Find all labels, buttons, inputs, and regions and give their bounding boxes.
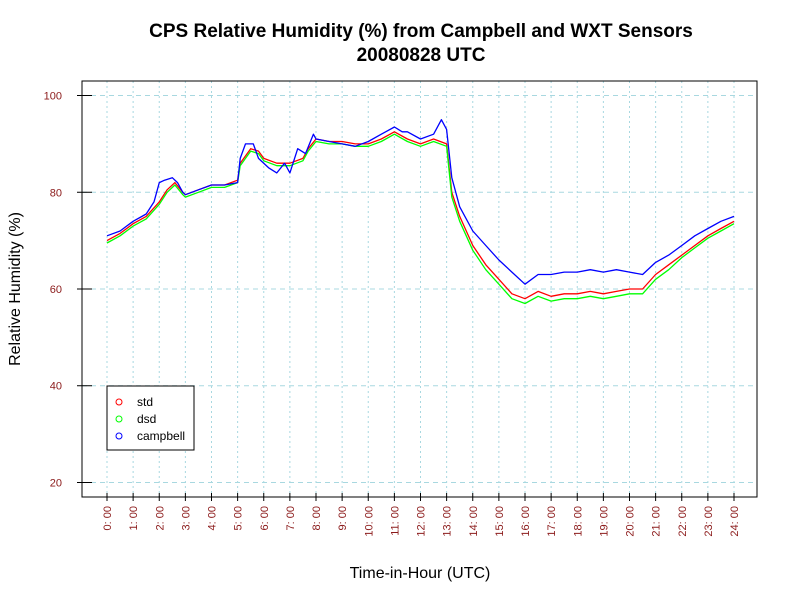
x-tick-label: 9: 00 [337, 506, 349, 530]
legend-label-dsd: dsd [137, 412, 156, 426]
x-tick-label: 22: 00 [677, 506, 689, 537]
y-tick-label: 60 [50, 284, 62, 296]
x-tick-label: 14: 00 [468, 506, 480, 537]
x-tick-label: 1: 00 [128, 506, 140, 530]
legend-label-std: std [137, 395, 153, 409]
x-tick-label: 21: 00 [651, 506, 663, 537]
x-axis-label: Time-in-Hour (UTC) [350, 565, 491, 582]
y-tick-label: 80 [50, 187, 62, 199]
x-tick-label: 6: 00 [259, 506, 271, 530]
y-tick-label: 100 [44, 91, 62, 103]
chart-title: CPS Relative Humidity (%) from Campbell … [149, 21, 693, 42]
x-tick-label: 0: 00 [102, 506, 114, 530]
legend-marker-campbell [115, 432, 123, 440]
x-tick-label: 3: 00 [180, 506, 192, 530]
x-tick-label: 17: 00 [546, 506, 558, 537]
legend-label-campbell: campbell [137, 429, 185, 443]
legend-marker-std [115, 398, 123, 406]
y-axis-label: Relative Humidity (%) [7, 212, 24, 366]
x-tick-label: 8: 00 [311, 506, 323, 530]
legend: std dsd campbell [106, 385, 195, 451]
x-tick-label: 23: 00 [703, 506, 715, 537]
legend-marker-dsd [115, 415, 123, 423]
x-tick-label: 15: 00 [494, 506, 506, 537]
x-tick-label: 11: 00 [389, 506, 401, 536]
series-layer [106, 119, 735, 305]
y-tick-label: 20 [50, 477, 62, 489]
x-tick-label: 24: 00 [729, 506, 741, 537]
series-campbell-line [106, 119, 735, 285]
x-tick-label: 19: 00 [598, 506, 610, 537]
x-tick-label: 2: 00 [154, 506, 166, 530]
x-tick-label: 4: 00 [207, 506, 219, 530]
x-tick-label: 5: 00 [233, 506, 245, 530]
y-tick-label: 40 [50, 381, 62, 393]
x-tick-label: 13: 00 [442, 506, 454, 537]
x-tick-label: 20: 00 [625, 506, 637, 537]
x-tick-label: 16: 00 [520, 506, 532, 537]
chart-subtitle: 20080828 UTC [357, 45, 486, 66]
series-dsd-line [106, 133, 735, 305]
x-tick-label: 18: 00 [572, 506, 584, 537]
ticks: 0: 00 1: 00 2: 00 3: 00 4: 00 5: 00 6: 00 7: 00… [44, 91, 741, 537]
x-tick-label: 7: 00 [285, 506, 297, 530]
x-tick-label: 12: 00 [416, 506, 428, 537]
x-tick-label: 10: 00 [363, 506, 375, 537]
